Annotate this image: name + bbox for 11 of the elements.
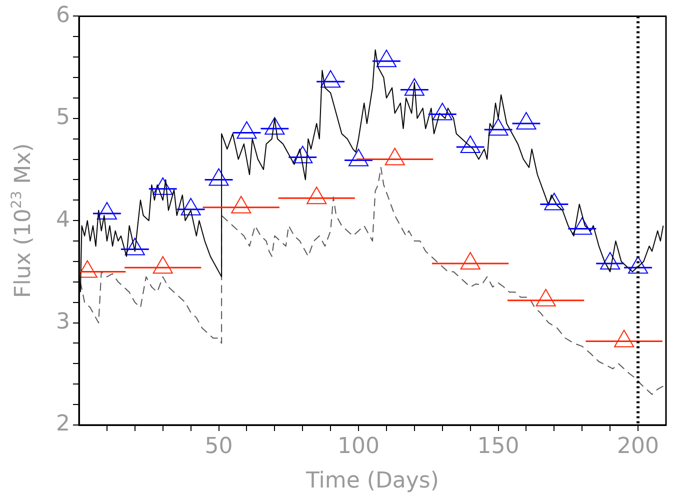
y-tick-label: 6 xyxy=(56,2,70,28)
x-tick-label: 150 xyxy=(477,434,520,459)
y-tick-label: 3 xyxy=(56,310,70,335)
x-axis-title: Time (Days) xyxy=(305,468,439,494)
y-tick-label: 2 xyxy=(56,412,70,437)
y-tick-label: 4 xyxy=(56,207,70,232)
x-tick-label: 200 xyxy=(617,434,660,459)
x-tick-label: 50 xyxy=(204,434,233,459)
y-axis-title: Flux (1023 Mx) xyxy=(9,143,36,298)
x-tick-label: 100 xyxy=(338,434,380,459)
y-tick-label: 5 xyxy=(56,105,70,130)
